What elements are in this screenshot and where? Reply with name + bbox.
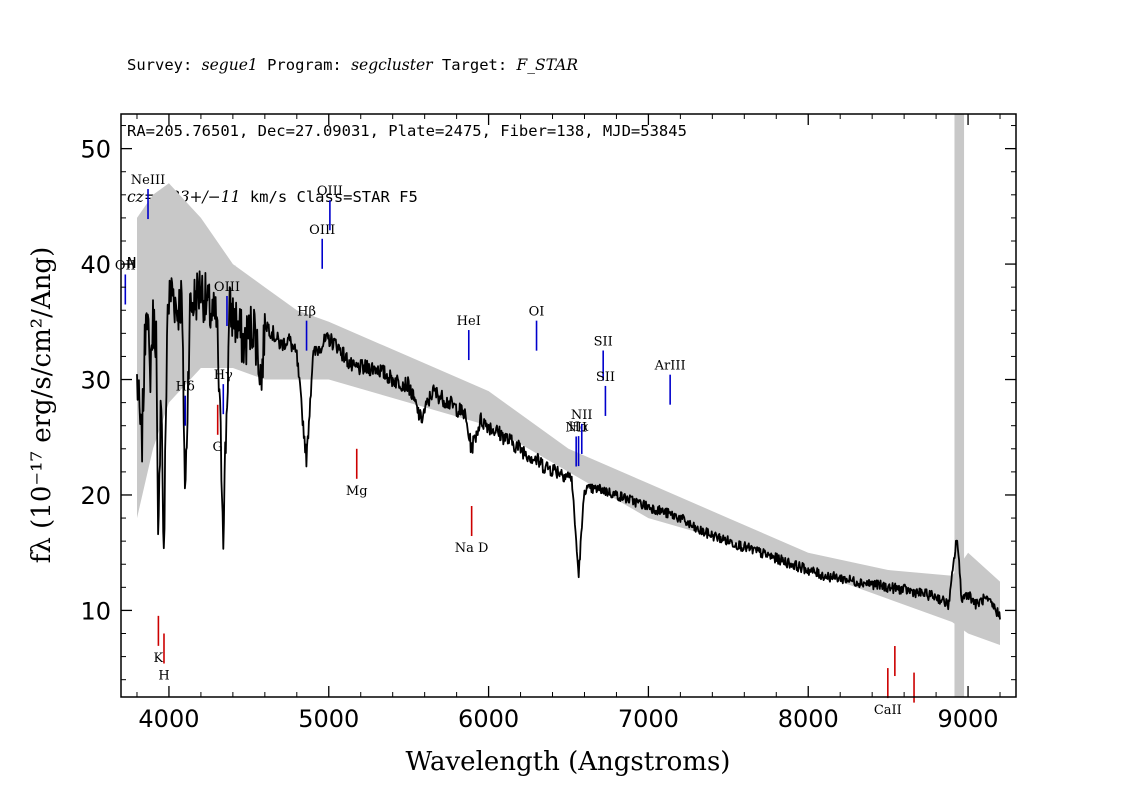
y-tick-label: 30 xyxy=(80,367,111,395)
survey-label: Survey: xyxy=(127,56,193,74)
flux-line xyxy=(136,270,1001,620)
absorption-line-label: H xyxy=(158,669,169,684)
x-tick-label: 5000 xyxy=(298,705,359,733)
bad-region-layer xyxy=(954,114,965,697)
flux-layer xyxy=(136,270,1001,620)
spectral-lines-layer: OIINeIIIHδHγOIIIHβOIIIOIIIHeIOINIIHαNIIS… xyxy=(115,173,915,718)
absorption-line-label: Na D xyxy=(455,541,489,556)
target-value: F_STAR xyxy=(516,56,579,74)
error-band xyxy=(137,183,1000,646)
emission-line-label: Hα xyxy=(569,420,589,435)
emission-line-label: NII xyxy=(571,408,593,423)
header-line-coordinates: RA=205.76501, Dec=27.09031, Plate=2475, … xyxy=(127,122,687,140)
y-tick-label: 50 xyxy=(80,136,111,164)
absorption-line-label: CaII xyxy=(874,703,902,718)
error-band-layer xyxy=(137,183,1000,646)
x-tick-label: 7000 xyxy=(618,705,679,733)
header-line-redshift: cz=−83+/−11 km/s Class=STAR F5 xyxy=(127,186,687,208)
bad-pixel-region xyxy=(954,114,965,697)
emission-line-label: HeI xyxy=(457,314,481,329)
y-axis-title: fλ (10⁻¹⁷ erg/s/cm²/Ang) xyxy=(27,247,57,563)
survey-value: segue1 xyxy=(201,56,258,74)
program-label: Program: xyxy=(267,56,342,74)
spectrum-header: Survey: segue1 Program: segcluster Targe… xyxy=(127,10,687,296)
emission-line-label: Hγ xyxy=(214,368,233,383)
y-tick-label: 20 xyxy=(80,482,111,510)
x-tick-label: 6000 xyxy=(458,705,519,733)
x-tick-label: 4000 xyxy=(138,705,199,733)
emission-line-label: OIII xyxy=(214,280,240,295)
emission-line-label: OI xyxy=(529,305,545,320)
header-line-survey: Survey: segue1 Program: segcluster Targe… xyxy=(127,54,687,76)
emission-line-label: OII xyxy=(115,258,136,273)
emission-line-label: NeIII xyxy=(131,173,165,188)
x-tick-label: 9000 xyxy=(938,705,999,733)
plot-frame xyxy=(120,113,1017,698)
emission-line-label: Hβ xyxy=(297,305,316,320)
program-value: segcluster xyxy=(351,56,433,74)
emission-line-label: OIII xyxy=(309,223,335,238)
axes-layer: 4000 5000 6000 7000 8000 9000 10 20 30 40 50 xyxy=(80,114,1016,733)
y-tick-label: 40 xyxy=(80,251,111,279)
x-tick-label: 8000 xyxy=(778,705,839,733)
absorption-line-label: K xyxy=(154,651,164,666)
absorption-line-label: G xyxy=(212,440,222,455)
emission-line-label: OIII xyxy=(317,184,343,199)
emission-line-label: SII xyxy=(596,370,615,385)
emission-line-label: Hδ xyxy=(176,380,195,395)
y-tick-label: 10 xyxy=(80,597,111,625)
emission-line-label: SII xyxy=(594,334,613,349)
absorption-line-label: Mg xyxy=(346,484,368,499)
emission-line-label: ArIII xyxy=(654,359,686,374)
x-axis-title: Wavelength (Angstroms) xyxy=(406,747,731,777)
target-label: Target: xyxy=(441,56,508,74)
class-text: km/s Class=STAR F5 xyxy=(249,188,418,206)
